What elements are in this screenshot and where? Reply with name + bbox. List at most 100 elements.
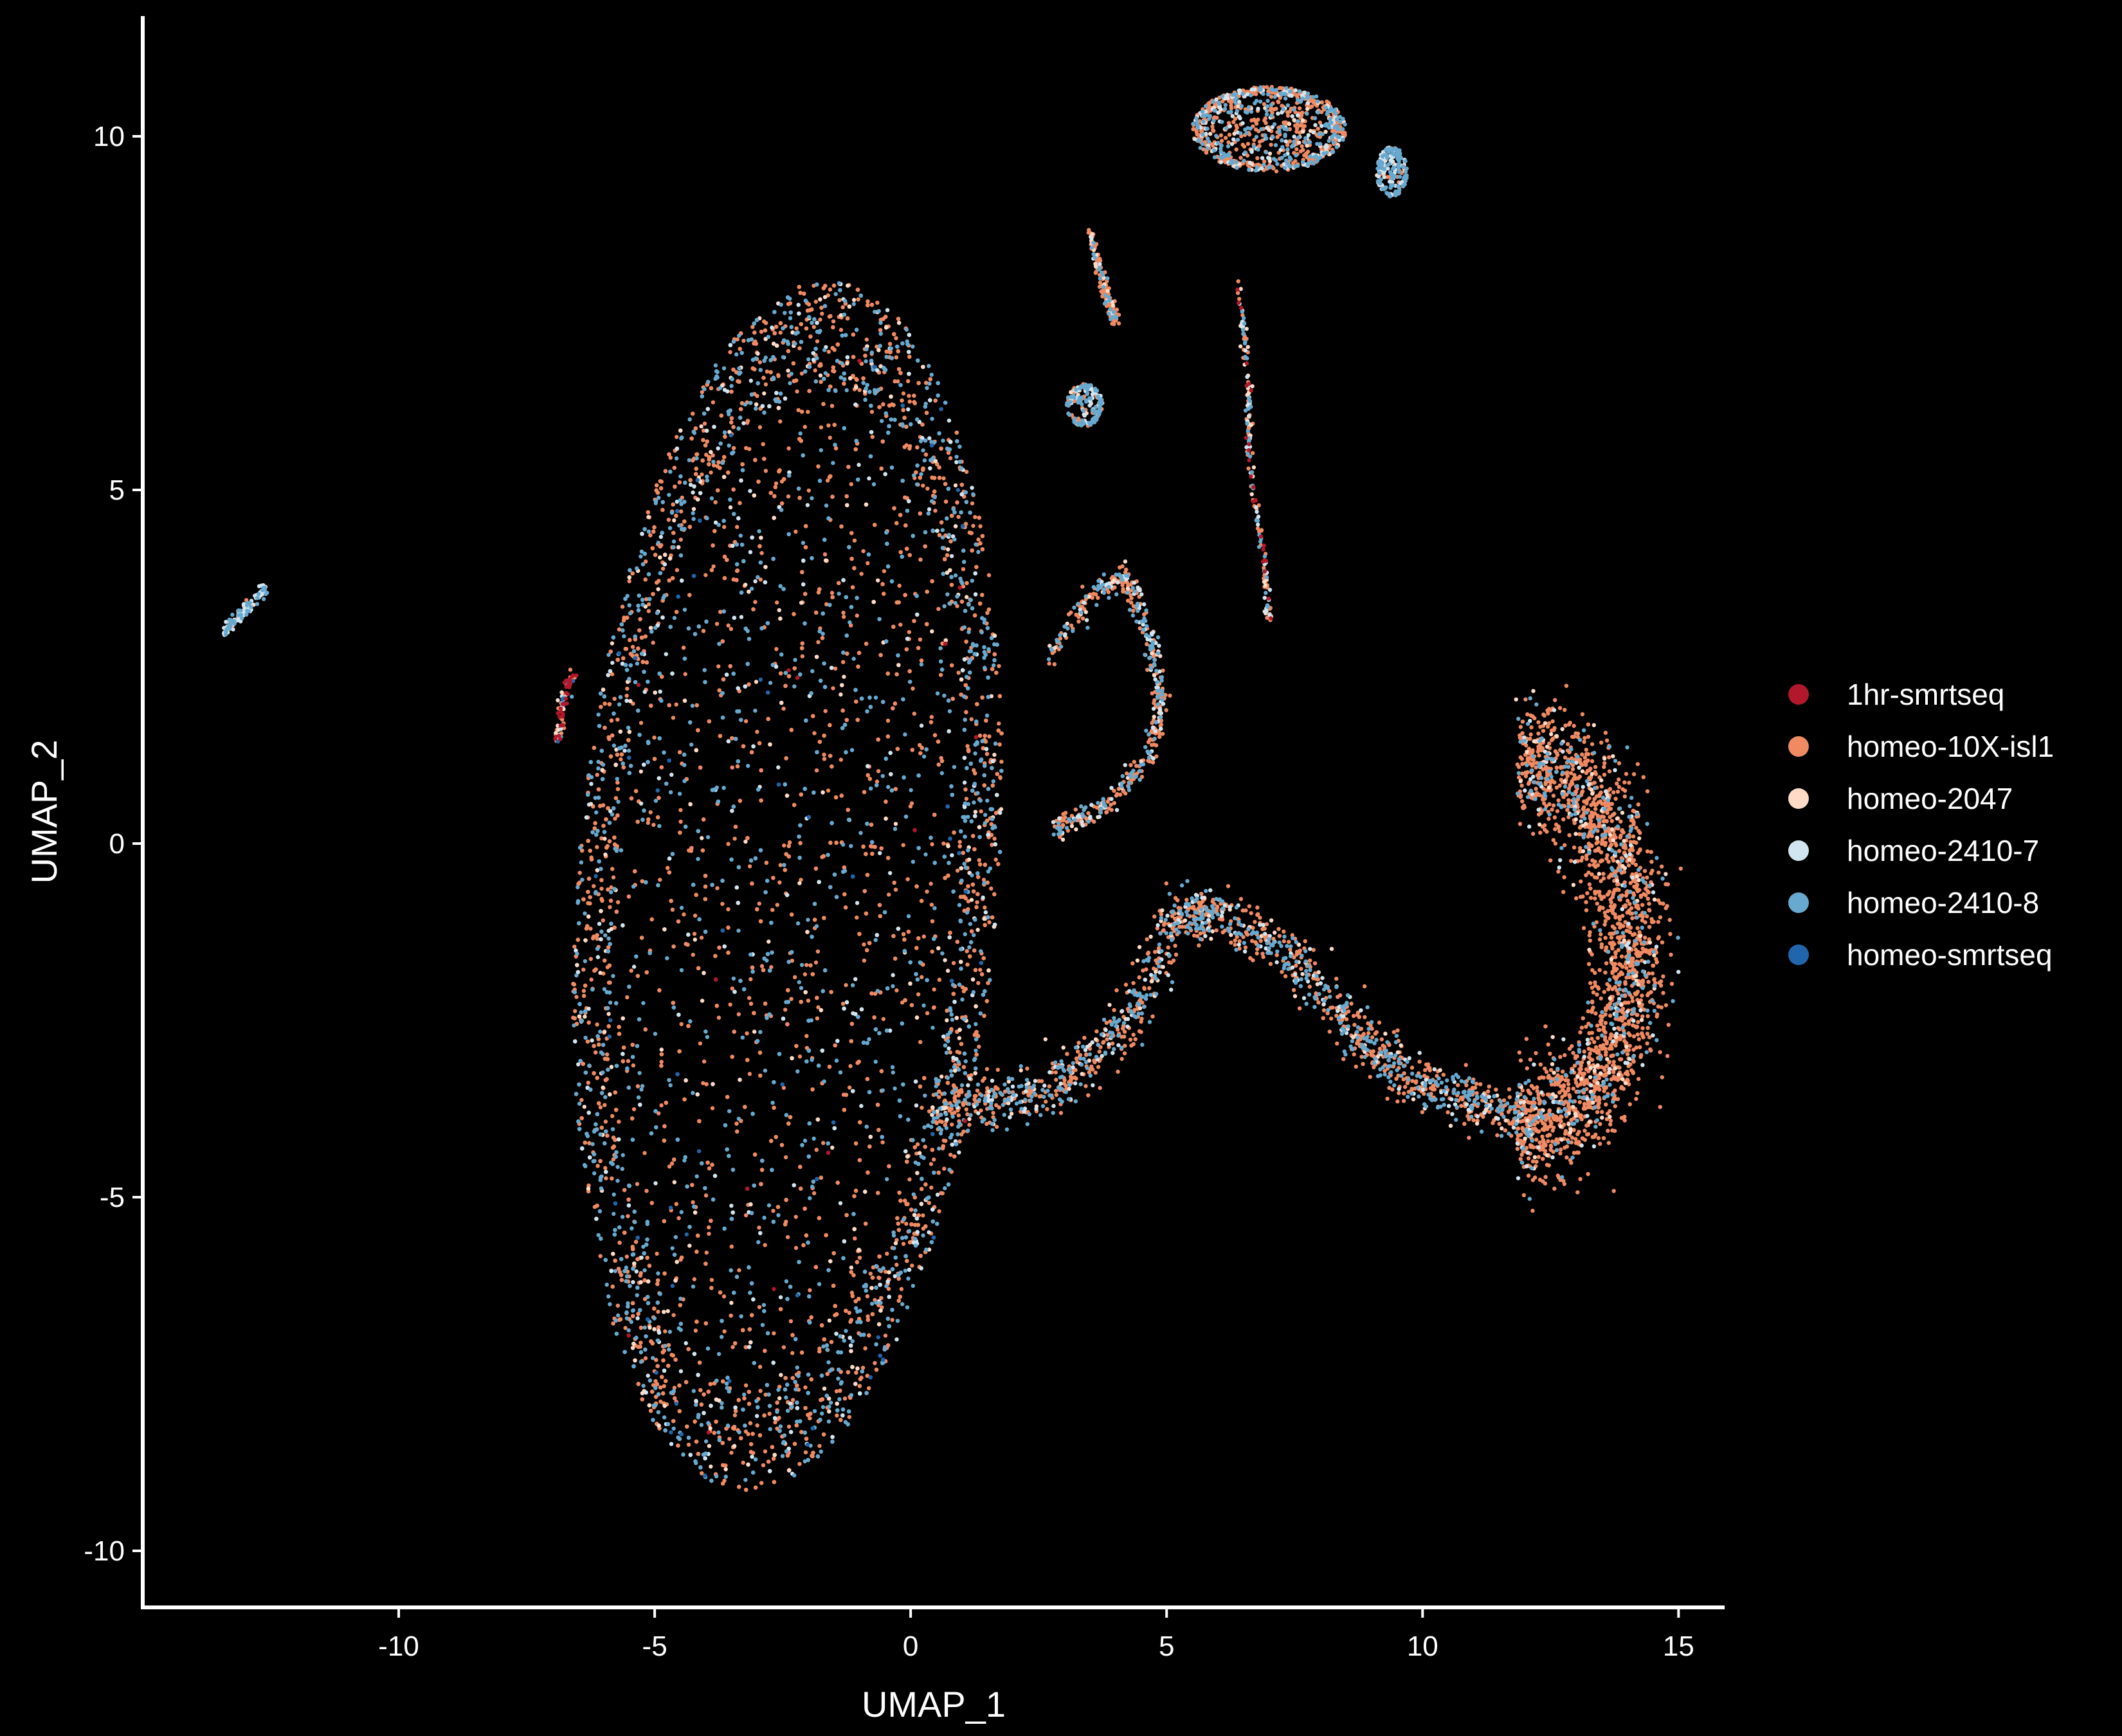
data-point: [778, 1307, 783, 1312]
data-point: [1093, 1071, 1098, 1075]
data-point: [729, 1244, 734, 1249]
data-point: [689, 436, 694, 441]
data-point: [884, 799, 888, 804]
data-point: [790, 959, 795, 963]
data-point: [997, 721, 1001, 726]
data-point: [601, 918, 605, 923]
data-point: [743, 719, 748, 723]
data-point: [902, 415, 907, 420]
data-point: [782, 843, 786, 848]
data-point: [921, 1213, 925, 1218]
data-point: [702, 1392, 706, 1397]
data-point: [668, 455, 673, 460]
data-point: [775, 1400, 779, 1405]
data-point: [1274, 953, 1279, 957]
data-point: [950, 696, 955, 701]
data-point: [790, 1376, 795, 1380]
data-point: [922, 1076, 927, 1080]
data-point: [1123, 982, 1129, 987]
data-point: [901, 843, 905, 847]
data-point: [814, 1148, 819, 1152]
data-point: [786, 844, 791, 849]
data-point: [878, 328, 883, 332]
data-point: [694, 1249, 699, 1254]
data-point: [814, 768, 819, 773]
data-point: [740, 462, 745, 467]
data-point: [788, 1115, 793, 1119]
data-point: [948, 1050, 953, 1055]
data-point: [652, 736, 657, 740]
data-point: [933, 509, 938, 513]
data-point: [844, 494, 849, 499]
data-point: [851, 332, 856, 337]
data-point: [741, 744, 746, 748]
data-point: [974, 1031, 979, 1035]
data-point: [846, 808, 850, 812]
data-point: [837, 581, 841, 585]
data-point: [638, 1273, 642, 1278]
data-point: [849, 530, 854, 536]
data-point: [644, 970, 649, 975]
data-point: [638, 617, 642, 622]
data-point: [629, 796, 634, 800]
data-point: [650, 546, 655, 550]
data-point: [642, 1278, 647, 1283]
data-point: [855, 377, 859, 382]
data-point: [936, 739, 941, 744]
data-point: [914, 1151, 919, 1156]
data-point: [768, 370, 773, 375]
data-point: [851, 355, 856, 359]
data-point: [777, 469, 781, 474]
data-point: [734, 1121, 739, 1126]
data-point: [603, 1078, 608, 1083]
data-point: [678, 538, 684, 542]
data-point: [729, 1451, 734, 1455]
data-point: [828, 287, 833, 292]
data-point: [741, 338, 746, 343]
data-point: [986, 573, 992, 577]
data-point: [932, 1157, 936, 1162]
data-point: [644, 559, 648, 564]
data-point: [750, 1431, 755, 1436]
data-point: [679, 1255, 684, 1260]
data-point: [849, 1039, 854, 1044]
data-point: [804, 963, 809, 968]
data-point: [791, 361, 796, 366]
data-point: [993, 857, 998, 862]
data-point: [867, 941, 872, 945]
data-point: [598, 1105, 603, 1110]
data-point: [982, 783, 987, 788]
data-point: [635, 973, 640, 979]
data-point: [937, 977, 942, 982]
data-point: [1381, 1044, 1385, 1048]
data-point: [875, 344, 879, 349]
data-point: [822, 734, 826, 738]
data-point: [839, 1418, 843, 1422]
data-point: [961, 1129, 966, 1134]
data-point: [847, 1415, 852, 1420]
data-point: [856, 664, 860, 669]
data-point: [879, 1069, 884, 1074]
data-point: [901, 1242, 906, 1246]
data-point: [1226, 884, 1231, 889]
data-point: [841, 660, 846, 664]
data-point: [703, 884, 708, 889]
data-point: [727, 1436, 732, 1442]
data-point: [966, 899, 971, 904]
data-point: [951, 991, 956, 997]
data-point: [1420, 1110, 1425, 1114]
data-point: [673, 484, 677, 489]
data-point: [667, 1164, 672, 1169]
data-point: [656, 1111, 661, 1116]
data-point: [584, 926, 589, 931]
data-point: [696, 966, 701, 971]
data-point: [842, 865, 847, 870]
data-point: [775, 1205, 781, 1209]
data-point: [775, 600, 779, 605]
data-point: [813, 1265, 819, 1269]
data-point: [929, 902, 934, 907]
data-point: [998, 775, 1002, 781]
data-point: [948, 930, 952, 935]
data-point: [739, 1436, 743, 1441]
data-point: [795, 1383, 799, 1388]
